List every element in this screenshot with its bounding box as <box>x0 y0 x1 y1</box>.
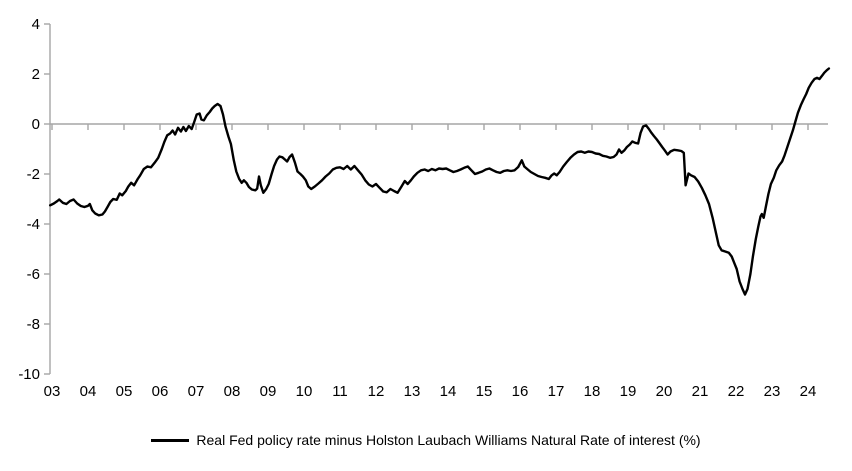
x-axis-tick-label: 21 <box>692 383 709 400</box>
legend-line-swatch <box>151 438 190 442</box>
x-axis-labels: 03 04 05 06 07 08 09 10 11 12 13 14 15 16 17 18 19 20 21 22… <box>44 383 817 400</box>
series-line <box>49 67 831 296</box>
x-axis-tick-label: 22 <box>728 383 745 400</box>
y-axis-tick-label: -6 <box>27 266 40 283</box>
x-axis-tick-label: 16 <box>512 383 529 400</box>
y-axis-tick-label: -10 <box>18 366 40 383</box>
x-axis-ticks <box>51 124 809 130</box>
x-axis-tick-label: 19 <box>620 383 637 400</box>
x-axis-tick-label: 17 <box>548 383 565 400</box>
y-axis-tick-label: 4 <box>32 16 40 33</box>
y-axis-tick-label: -8 <box>27 316 40 333</box>
x-axis-tick-label: 03 <box>44 383 61 400</box>
y-axis-tick-label: 0 <box>32 116 40 133</box>
legend-label: Real Fed policy rate minus Holston Lauba… <box>196 432 701 448</box>
y-axis-ticks <box>44 23 50 375</box>
x-axis-tick-label: 18 <box>584 383 601 400</box>
x-axis-tick-label: 23 <box>764 383 781 400</box>
y-axis-labels: 4 2 0 -2 -4 -6 -8 -10 <box>18 16 40 383</box>
y-axis-tick-label: -4 <box>27 216 40 233</box>
x-axis-tick-label: 05 <box>116 383 133 400</box>
x-axis-tick-label: 13 <box>404 383 421 400</box>
y-axis-tick-label: -2 <box>27 166 40 183</box>
x-axis-tick-label: 06 <box>152 383 169 400</box>
x-axis-tick-label: 04 <box>80 383 97 400</box>
x-axis-tick-label: 12 <box>368 383 385 400</box>
x-axis-tick-label: 15 <box>476 383 493 400</box>
x-axis-tick-label: 09 <box>260 383 277 400</box>
x-axis-tick-label: 10 <box>296 383 313 400</box>
x-axis-tick-label: 08 <box>224 383 241 400</box>
x-axis-tick-label: 11 <box>332 383 348 400</box>
x-axis-tick-label: 07 <box>188 383 205 400</box>
x-axis-tick-label: 20 <box>656 383 673 400</box>
x-axis-tick-label: 14 <box>440 383 457 400</box>
chart-legend: Real Fed policy rate minus Holston Lauba… <box>0 432 852 448</box>
x-axis-tick-label: 24 <box>800 383 817 400</box>
y-axis-tick-label: 2 <box>32 66 40 83</box>
